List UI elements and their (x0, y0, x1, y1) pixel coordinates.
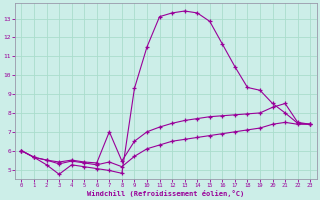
X-axis label: Windchill (Refroidissement éolien,°C): Windchill (Refroidissement éolien,°C) (87, 190, 244, 197)
